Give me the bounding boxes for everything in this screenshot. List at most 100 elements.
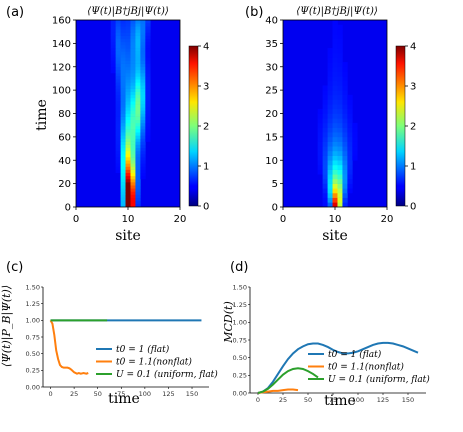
legend-label: t0 = 1.1(nonflat) xyxy=(116,357,192,368)
heatmap-cell xyxy=(337,197,343,203)
heatmap-cell xyxy=(140,138,146,142)
heatmap-cell xyxy=(110,69,116,74)
panel-a-colorbar-ticks: 0 1 2 3 4 xyxy=(198,42,209,213)
heatmap-cell xyxy=(145,110,151,114)
heatmap-cell xyxy=(337,150,343,156)
heatmap-cell xyxy=(110,29,116,33)
heatmap-cell xyxy=(135,41,141,46)
heatmap-cell xyxy=(332,197,338,203)
heatmap-cell xyxy=(130,69,136,74)
heatmap-cell xyxy=(110,32,116,36)
heatmap-cell xyxy=(322,155,328,161)
heatmap-cell xyxy=(125,135,131,139)
series-line-1 xyxy=(257,341,419,394)
heatmap-cell xyxy=(347,188,353,194)
heatmap-cell xyxy=(145,63,151,68)
heatmap-cell xyxy=(125,60,131,64)
heatmap-cell xyxy=(115,29,121,33)
heatmap-cell xyxy=(322,188,328,194)
heatmap-cell xyxy=(135,23,141,27)
y-tick-label: 0 xyxy=(65,203,71,214)
heatmap-cell xyxy=(135,29,141,33)
heatmap-cell xyxy=(130,166,136,170)
heatmap-cell xyxy=(327,62,333,68)
heatmap-cell xyxy=(145,26,151,30)
heatmap-cell xyxy=(140,125,146,130)
heatmap-cell xyxy=(125,163,131,167)
heatmap-cell xyxy=(125,132,131,136)
heatmap-cell xyxy=(332,164,338,170)
heatmap-cell xyxy=(120,157,126,161)
heatmap-cell xyxy=(332,20,338,25)
heatmap-cell xyxy=(347,183,353,189)
legend-label: t0 = 1 (flat) xyxy=(328,349,382,360)
legend-label: U = 0.1 (uniform, flat) xyxy=(328,374,430,385)
heatmap-cell xyxy=(337,136,343,142)
heatmap-cell xyxy=(140,122,146,127)
heatmap-cell xyxy=(140,135,146,139)
heatmap-cell xyxy=(332,174,338,180)
heatmap-cell xyxy=(145,97,151,102)
colorbar-tick-label: 4 xyxy=(410,42,416,53)
heatmap-cell xyxy=(337,71,343,77)
heatmap-cell xyxy=(135,76,141,80)
heatmap-cell xyxy=(337,38,343,44)
heatmap-cell xyxy=(332,43,338,49)
heatmap-cell xyxy=(145,32,151,36)
heatmap-cell xyxy=(337,66,343,72)
heatmap-cell xyxy=(327,99,333,105)
heatmap-cell xyxy=(342,160,348,166)
heatmap-cell xyxy=(135,26,141,30)
x-tick-label: 150 xyxy=(402,396,414,404)
x-tick-label: 0 xyxy=(48,390,52,398)
heatmap-cell xyxy=(145,38,151,43)
heatmap-cell xyxy=(130,122,136,127)
heatmap-cell xyxy=(125,57,131,61)
heatmap-cell xyxy=(322,146,328,152)
heatmap-cell xyxy=(347,160,353,166)
y-tick-label: 1.50 xyxy=(233,283,247,291)
heatmap-cell xyxy=(317,113,323,119)
heatmap-cell xyxy=(115,150,121,155)
heatmap-cell xyxy=(120,182,126,186)
heatmap-cell xyxy=(135,154,141,158)
heatmap-cell xyxy=(130,169,136,174)
heatmap-cell xyxy=(125,188,131,192)
heatmap-cell xyxy=(120,129,126,133)
x-tick-label: 0 xyxy=(280,214,286,225)
panel-a-ticks: 0 10 20 0 20 40 60 80 100 120 140 160 xyxy=(52,16,186,226)
heatmap-cell xyxy=(342,178,348,184)
heatmap-cell xyxy=(120,175,126,180)
y-tick-label: 20 xyxy=(58,179,71,190)
colorbar-tick-label: 0 xyxy=(410,202,416,213)
heatmap-cell xyxy=(337,108,343,114)
heatmap-cell xyxy=(347,122,353,128)
heatmap-cell xyxy=(322,108,328,114)
heatmap-cell xyxy=(145,48,151,52)
heatmap-cell xyxy=(115,23,121,27)
heatmap-cell xyxy=(130,172,136,177)
heatmap-cell xyxy=(145,116,151,121)
heatmap-cell xyxy=(322,192,328,198)
heatmap-cell xyxy=(337,164,343,170)
heatmap-cell xyxy=(120,154,126,158)
heatmap-cell xyxy=(135,172,141,177)
heatmap-cell xyxy=(332,188,338,194)
y-tick-label: 10 xyxy=(265,156,278,167)
heatmap-cell xyxy=(130,144,136,149)
heatmap-cell xyxy=(332,136,338,142)
heatmap-cell xyxy=(327,113,333,119)
heatmap-cell xyxy=(115,35,121,39)
heatmap-cell xyxy=(327,150,333,156)
y-tick-label: 160 xyxy=(52,16,71,27)
heatmap-cell xyxy=(322,94,328,100)
heatmap-cell xyxy=(135,66,141,71)
heatmap-cell xyxy=(135,150,141,155)
heatmap-cell xyxy=(130,110,136,114)
heatmap-cell xyxy=(120,107,126,111)
heatmap-cell xyxy=(130,26,136,30)
heatmap-cell xyxy=(342,80,348,86)
heatmap-cell xyxy=(130,20,136,24)
heatmap-cell xyxy=(120,132,126,136)
heatmap-cell xyxy=(337,99,343,105)
